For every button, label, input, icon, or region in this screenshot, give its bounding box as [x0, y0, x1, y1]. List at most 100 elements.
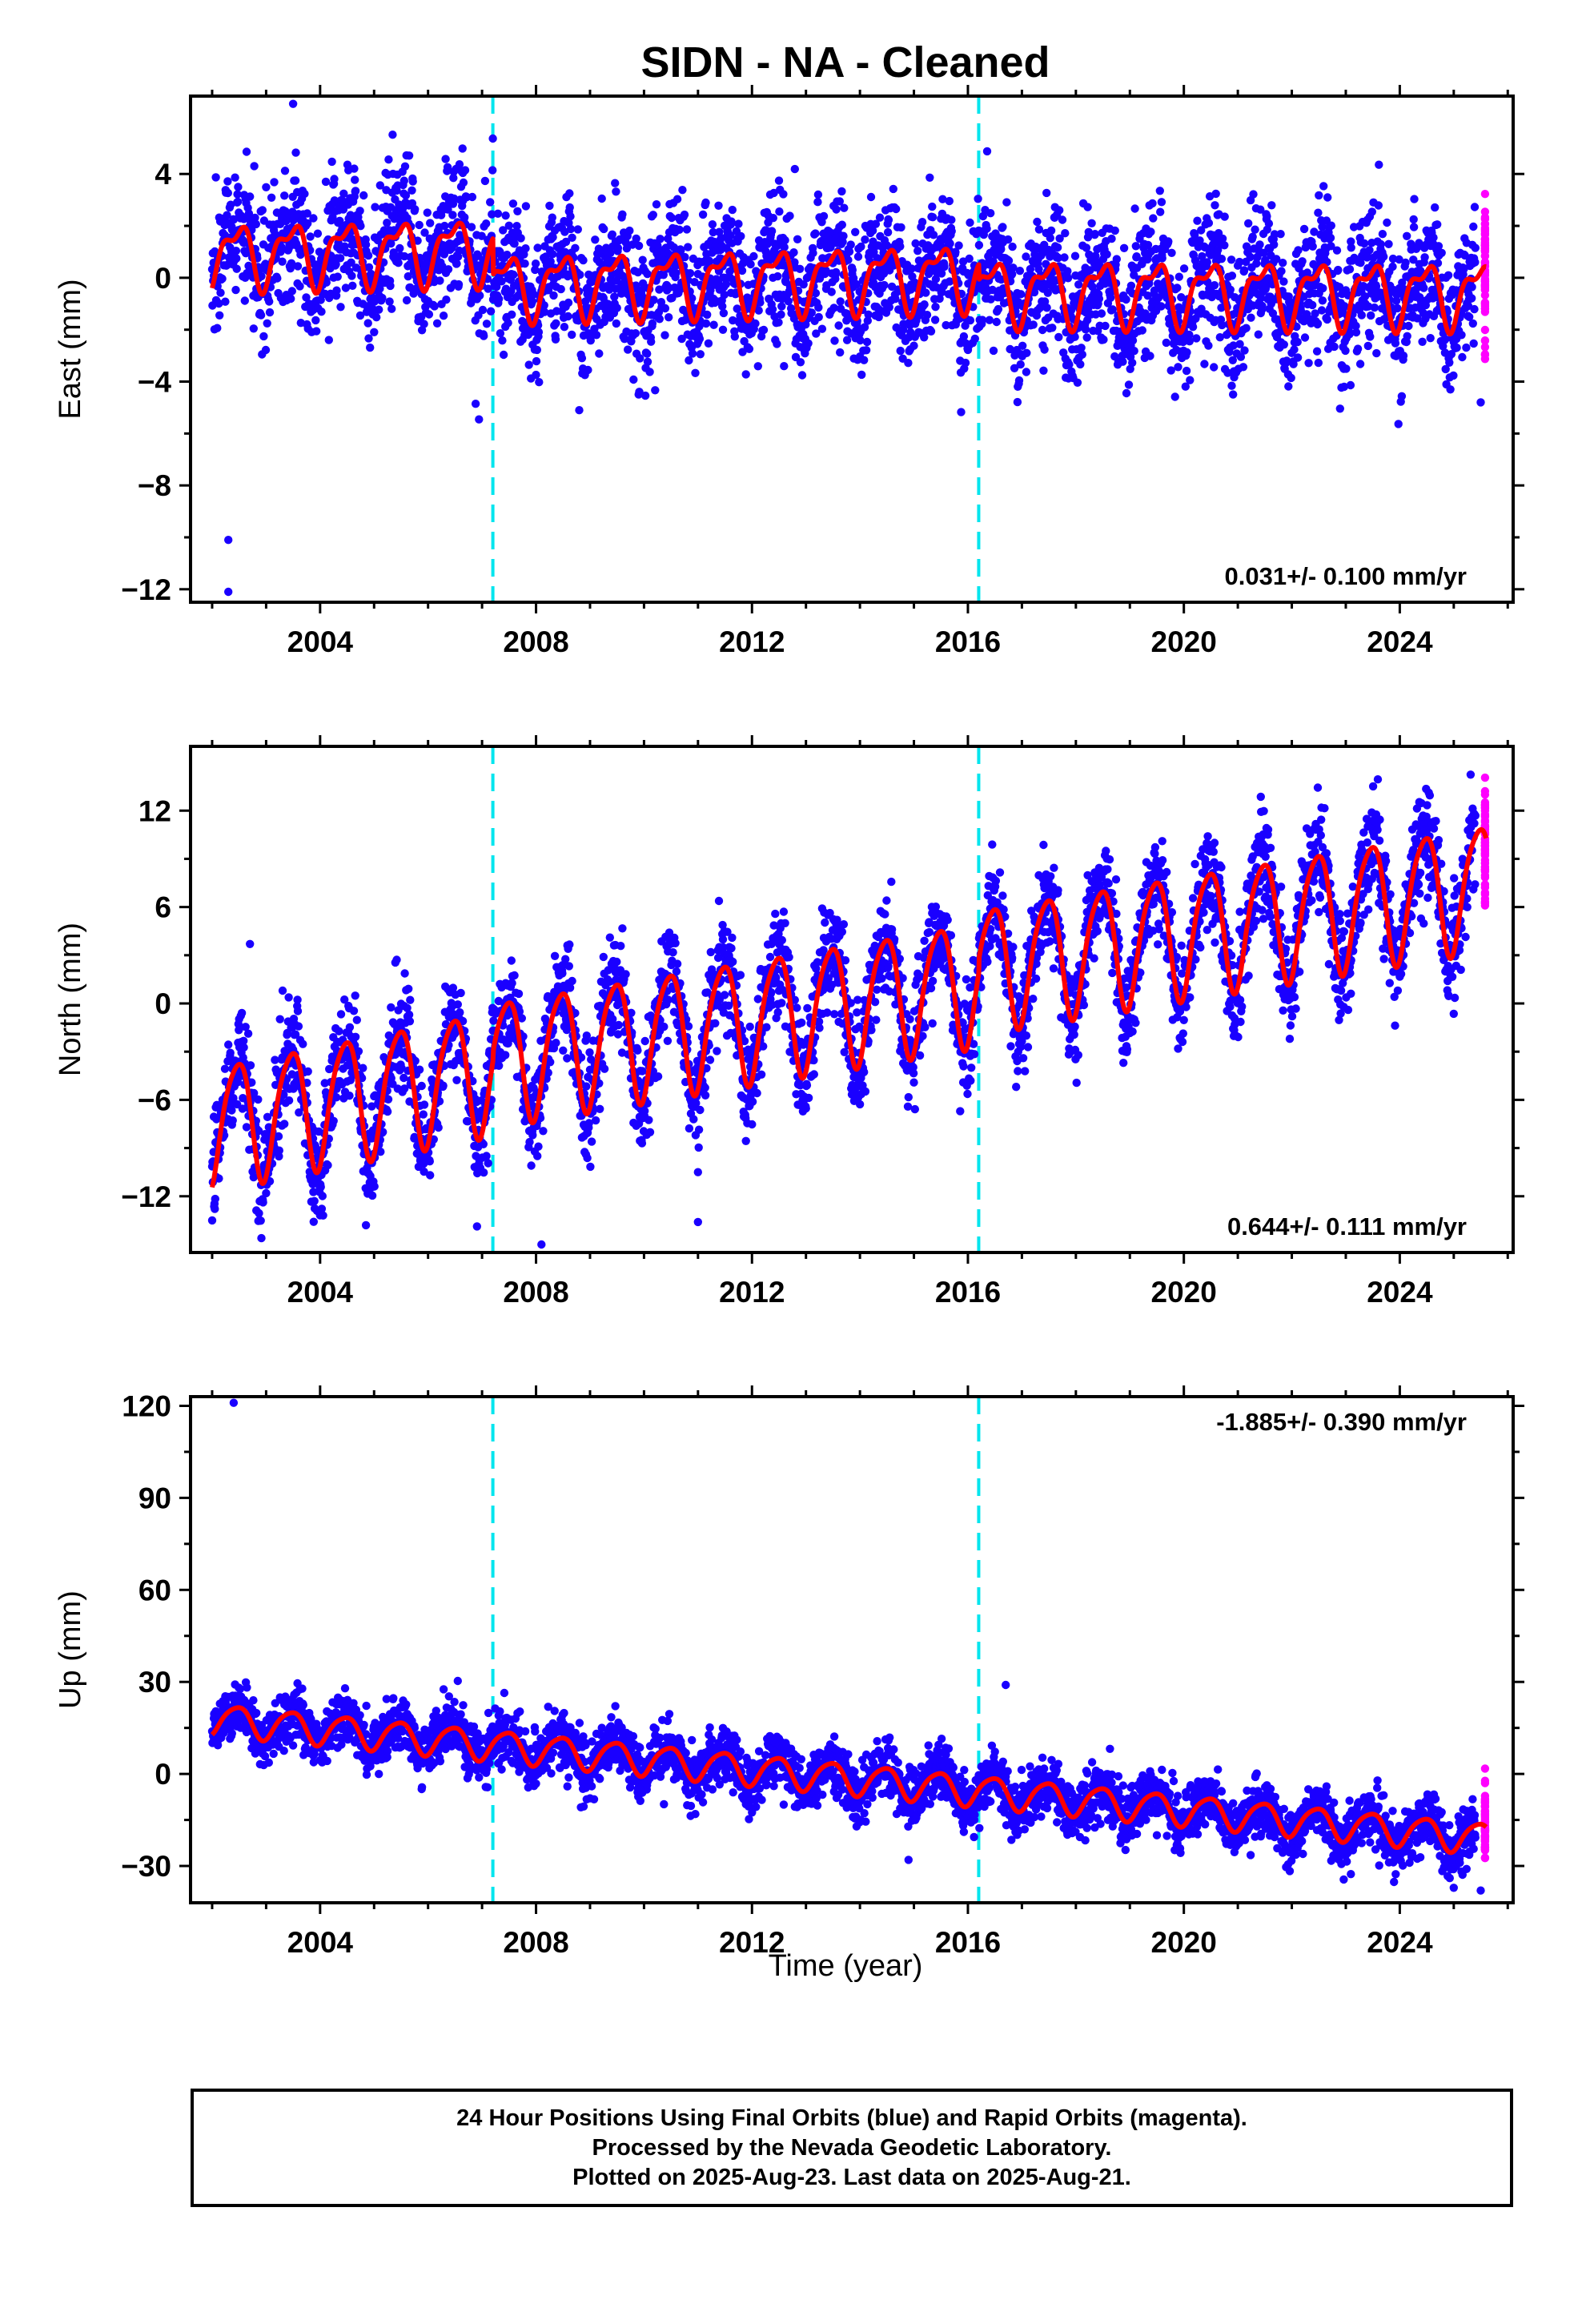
final-orbit-point — [986, 295, 995, 304]
rapid-orbit-point — [1480, 325, 1490, 335]
final-orbit-point — [643, 357, 652, 366]
final-orbit-point — [1118, 357, 1127, 366]
final-orbit-point — [335, 216, 344, 225]
final-orbit-point — [392, 955, 401, 964]
final-orbit-point — [1082, 333, 1091, 342]
final-orbit-point — [364, 263, 374, 271]
final-orbit-point — [672, 268, 681, 278]
final-orbit-point — [375, 305, 383, 314]
final-orbit-point — [896, 242, 905, 251]
final-orbit-point — [254, 1095, 263, 1104]
final-orbit-point — [351, 991, 359, 1000]
final-orbit-point — [1192, 334, 1201, 343]
final-orbit-point — [1452, 344, 1461, 352]
final-orbit-point — [832, 267, 841, 277]
final-orbit-point — [371, 203, 379, 211]
final-orbit-point — [318, 1192, 327, 1200]
final-orbit-point — [751, 319, 760, 328]
final-orbit-point — [986, 209, 995, 218]
final-orbit-point — [1054, 332, 1063, 342]
final-orbit-point — [759, 325, 769, 335]
final-orbit-point — [1469, 222, 1478, 231]
final-orbit-point — [1355, 360, 1365, 368]
final-orbit-point — [753, 362, 762, 371]
final-orbit-point — [540, 308, 549, 316]
final-orbit-point — [1130, 204, 1139, 213]
final-orbit-point — [1038, 325, 1047, 335]
final-orbit-point — [612, 187, 620, 196]
final-orbit-point — [1367, 207, 1377, 216]
final-orbit-point — [415, 1065, 424, 1074]
final-orbit-point — [678, 186, 687, 195]
final-orbit-point — [232, 264, 241, 273]
final-orbit-point — [1317, 306, 1327, 315]
final-orbit-point — [1335, 404, 1345, 413]
final-orbit-point — [633, 267, 642, 277]
final-orbit-point — [532, 370, 540, 380]
final-orbit-point — [1198, 251, 1207, 261]
final-orbit-point — [524, 360, 533, 369]
final-orbit-point — [1101, 321, 1110, 331]
final-orbit-point — [539, 1127, 548, 1136]
final-orbit-point — [695, 334, 705, 344]
final-orbit-point — [947, 215, 956, 224]
final-orbit-point — [400, 251, 409, 261]
x-tick-label: 2008 — [503, 625, 568, 658]
final-orbit-point — [273, 274, 282, 283]
final-orbit-point — [935, 294, 944, 304]
final-orbit-point — [1106, 293, 1115, 302]
final-orbit-point — [1341, 346, 1350, 356]
final-orbit-point — [1469, 339, 1478, 348]
final-orbit-point — [425, 1157, 434, 1166]
final-orbit-point — [804, 339, 813, 348]
final-orbit-point — [1026, 264, 1035, 274]
final-orbit-point — [812, 329, 821, 338]
final-orbit-point — [770, 312, 779, 321]
final-orbit-point — [1248, 232, 1257, 241]
final-orbit-point — [568, 330, 576, 340]
final-orbit-point — [406, 995, 415, 1004]
final-orbit-point — [978, 316, 987, 324]
final-orbit-point — [284, 1096, 294, 1105]
final-orbit-point — [1015, 267, 1025, 275]
final-orbit-point — [330, 175, 339, 183]
final-orbit-point — [777, 302, 786, 311]
final-orbit-point — [746, 259, 755, 269]
final-orbit-point — [946, 239, 954, 248]
final-orbit-point — [1122, 295, 1130, 304]
final-orbit-point — [223, 177, 232, 186]
final-orbit-point — [345, 1092, 354, 1100]
final-orbit-point — [1102, 250, 1111, 259]
final-orbit-point — [284, 993, 293, 1002]
final-orbit-point — [637, 286, 646, 295]
final-orbit-point — [733, 304, 741, 313]
final-orbit-point — [1429, 233, 1438, 242]
final-orbit-point — [386, 281, 395, 291]
final-orbit-point — [1457, 331, 1466, 340]
final-orbit-point — [477, 231, 486, 240]
final-orbit-point — [1353, 344, 1363, 353]
final-orbit-point — [1112, 255, 1122, 263]
final-orbit-point — [1210, 281, 1219, 290]
final-orbit-point — [1462, 343, 1471, 352]
final-orbit-point — [1108, 305, 1118, 314]
plot-area — [207, 96, 1490, 602]
final-orbit-point — [295, 282, 304, 291]
final-orbit-point — [561, 237, 571, 247]
final-orbit-point — [363, 319, 372, 328]
final-orbit-point — [729, 316, 737, 325]
final-orbit-point — [957, 408, 966, 416]
final-orbit-point — [484, 284, 492, 293]
x-tick-label: 2016 — [935, 625, 1001, 658]
final-orbit-point — [1235, 340, 1244, 348]
final-orbit-point — [597, 194, 606, 203]
final-orbit-point — [1122, 388, 1131, 398]
final-orbit-point — [434, 1123, 443, 1132]
final-orbit-point — [896, 346, 905, 356]
final-orbit-point — [309, 1217, 318, 1226]
final-orbit-point — [1420, 253, 1429, 262]
final-orbit-point — [454, 279, 464, 289]
final-orbit-point — [632, 281, 640, 290]
final-orbit-point — [532, 356, 541, 366]
final-orbit-point — [1177, 293, 1186, 302]
